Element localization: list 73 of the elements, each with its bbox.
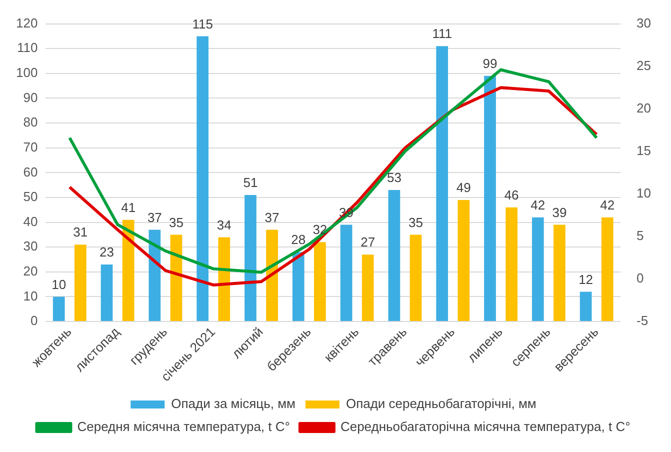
data-label: 51 xyxy=(243,175,258,190)
data-label: 46 xyxy=(504,187,519,202)
bar xyxy=(292,252,304,322)
y-tick-label: 90 xyxy=(23,90,38,105)
legend-label: Середньобагаторічна місячна температура, t C° xyxy=(340,419,630,434)
data-label: 27 xyxy=(360,234,376,250)
y-tick-label: 20 xyxy=(23,264,38,279)
data-label: 99 xyxy=(482,56,498,71)
bar xyxy=(532,217,544,322)
y-tick-label: 120 xyxy=(16,15,38,30)
data-label: 42 xyxy=(530,197,546,212)
bar xyxy=(458,200,470,322)
bar xyxy=(148,230,161,322)
data-label: 42 xyxy=(600,197,615,212)
y-tick-label: 70 xyxy=(23,139,38,154)
bar xyxy=(580,292,592,322)
data-label: 41 xyxy=(121,200,136,215)
bar xyxy=(196,36,209,322)
y2-tick-label: 20 xyxy=(636,100,652,116)
data-label: 115 xyxy=(192,16,213,32)
y2-tick-label: 30 xyxy=(636,15,652,30)
data-label: 49 xyxy=(456,180,471,196)
bar xyxy=(100,264,113,322)
y-tick-label: 10 xyxy=(23,288,38,304)
y-tick-label: 80 xyxy=(23,114,38,130)
data-label: 28 xyxy=(291,232,306,248)
bar xyxy=(410,234,422,322)
data-label: 39 xyxy=(339,204,354,220)
data-label: 53 xyxy=(386,170,402,186)
data-label: 31 xyxy=(73,224,88,240)
data-label: 37 xyxy=(264,210,280,225)
data-label: 34 xyxy=(216,217,232,232)
data-label: 111 xyxy=(432,26,452,42)
data-label: 12 xyxy=(578,272,594,287)
y-tick-label: 40 xyxy=(23,214,38,229)
data-label: 10 xyxy=(52,276,66,292)
bar xyxy=(436,46,448,322)
bar xyxy=(388,190,400,322)
data-label: 32 xyxy=(312,222,328,238)
bar xyxy=(601,217,614,322)
y-tick-label: 50 xyxy=(23,189,38,204)
bar xyxy=(484,76,496,322)
data-label: 35 xyxy=(168,214,184,230)
bar xyxy=(74,244,86,322)
data-label: 37 xyxy=(147,210,162,225)
y-tick-label: 0 xyxy=(30,313,38,328)
bar xyxy=(52,296,65,322)
data-label: 39 xyxy=(552,204,567,220)
bar xyxy=(314,242,326,322)
bar xyxy=(244,195,256,322)
bar xyxy=(554,224,566,322)
legend-label: Середня місячна температура, t C° xyxy=(77,419,290,434)
bar xyxy=(506,207,518,322)
bar xyxy=(340,224,352,322)
y2-tick-label: 25 xyxy=(636,58,652,73)
y2-tick-label: 15 xyxy=(636,142,652,158)
y2-tick-label: -5 xyxy=(636,313,648,328)
bar xyxy=(362,254,374,322)
y-tick-label: 60 xyxy=(23,164,38,180)
y2-tick-label: 10 xyxy=(636,186,652,201)
y-tick-label: 100 xyxy=(16,65,38,80)
bar xyxy=(122,220,134,322)
bar xyxy=(266,230,278,322)
data-label: 23 xyxy=(100,244,114,260)
legend-label: Опади середньобагаторічні, мм xyxy=(346,396,536,412)
y2-tick-label: 0 xyxy=(636,270,644,286)
data-label: 35 xyxy=(408,214,423,230)
bar xyxy=(218,237,230,322)
legend-label: Опади за місяць, мм xyxy=(171,396,296,412)
bar xyxy=(170,234,182,322)
y-tick-label: 110 xyxy=(16,40,38,56)
y-tick-label: 30 xyxy=(23,238,38,254)
y2-tick-label: 5 xyxy=(636,228,644,244)
